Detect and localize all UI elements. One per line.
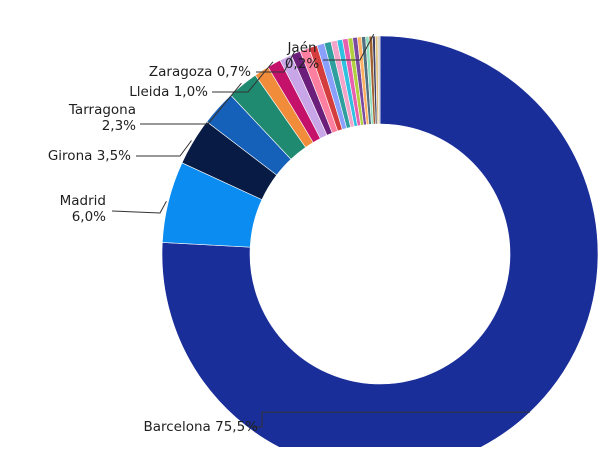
leader-line: [323, 33, 375, 61]
leader-lines-layer: [111, 33, 531, 428]
leader-line: [140, 82, 242, 125]
leader-line: [111, 200, 167, 214]
slice-label: Girona 3,5%: [48, 148, 131, 164]
labels-layer: Barcelona 75,5% Madrid 6,0% Girona 3,5% Tarr…: [48, 40, 319, 435]
slice-label: Barcelona 75,5%: [143, 419, 258, 435]
slice-label: Madrid 6,0%: [60, 193, 107, 225]
slice-label: Lleida 1,0%: [129, 84, 208, 100]
slice-label: Tarragona 2,3%: [68, 102, 136, 134]
slices-layer: [161, 35, 599, 451]
slice-label: Jaén 0,2%: [285, 40, 319, 72]
leader-line: [136, 140, 192, 157]
leader-line: [256, 50, 296, 73]
leader-line: [252, 411, 531, 428]
slice-barcelona: [161, 35, 599, 451]
slice-other-24: [377, 35, 381, 125]
slice-label: Zaragoza 0,7%: [149, 64, 251, 80]
